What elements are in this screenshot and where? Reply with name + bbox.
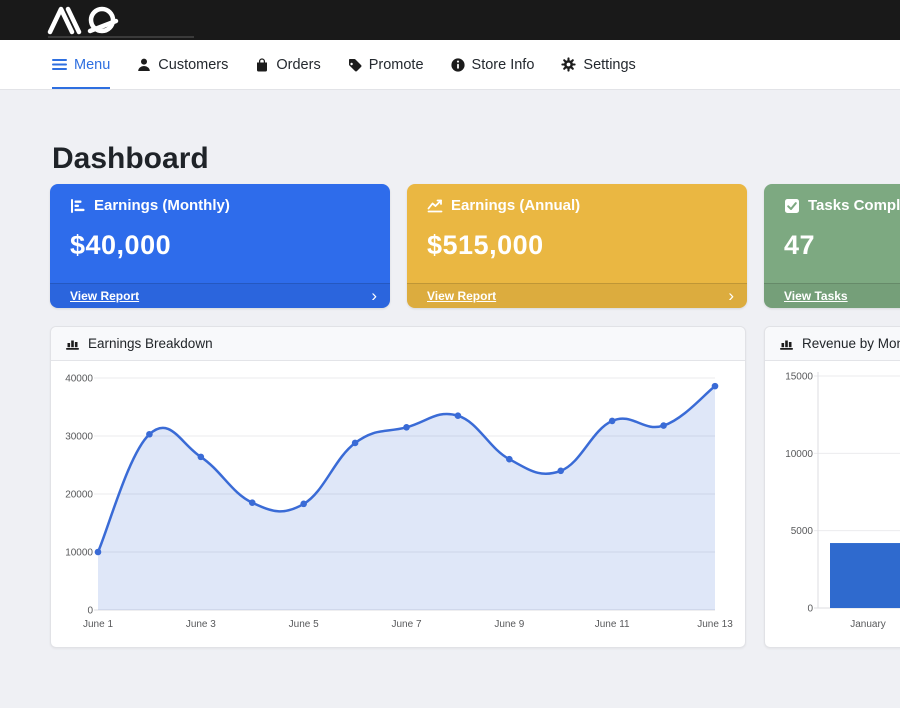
svg-text:June 3: June 3: [186, 619, 216, 630]
card-title: Earnings (Annual): [427, 197, 580, 214]
nav-item-menu[interactable]: Menu: [52, 40, 111, 89]
top-app-bar: [0, 0, 900, 40]
bar-chart: 0 5000 10000 15000 January: [765, 361, 900, 647]
nav-item-label: Orders: [276, 56, 321, 73]
panel-title: Earnings Breakdown: [88, 336, 213, 351]
line-chart: 0 10000 20000 30000 40000 June 1 June 3 June 5 J…: [51, 361, 745, 647]
card-earnings-annual: Earnings (Annual) $515,000 View Report ›: [407, 184, 747, 308]
svg-text:June 9: June 9: [494, 619, 524, 630]
svg-text:June 7: June 7: [391, 619, 421, 630]
bag-icon: [257, 57, 268, 71]
nav-item-promote[interactable]: Promote: [348, 40, 424, 89]
logo-divider: [48, 36, 194, 38]
bar-chart-line-icon: [66, 340, 79, 350]
hamburger-icon: [52, 59, 67, 70]
svg-text:June 11: June 11: [595, 619, 630, 630]
line-chart-icon: [427, 199, 443, 212]
card-title-text: Earnings (Monthly): [94, 197, 230, 214]
svg-text:0: 0: [807, 604, 813, 615]
mq-logo-icon: [47, 6, 119, 35]
nav-item-label: Store Info: [471, 56, 535, 73]
view-tasks-link[interactable]: View Tasks ›: [764, 283, 900, 308]
person-icon: [138, 58, 151, 71]
view-report-link[interactable]: View Report ›: [407, 283, 747, 308]
card-link-label[interactable]: View Report: [427, 289, 497, 303]
nav-item-label: Menu: [74, 56, 111, 73]
svg-text:30000: 30000: [65, 432, 93, 443]
card-link-label[interactable]: View Report: [70, 289, 140, 303]
card-tasks-completed: Tasks Completed 47 View Tasks ›: [764, 184, 900, 308]
panel-header: Revenue by Month: [765, 327, 900, 361]
svg-text:June 5: June 5: [289, 619, 319, 630]
page-title: Dashboard: [52, 142, 209, 175]
svg-text:0: 0: [87, 606, 93, 617]
nav-item-orders[interactable]: Orders: [255, 40, 321, 89]
panel-header: Earnings Breakdown: [51, 327, 745, 361]
card-value: $515,000: [427, 230, 544, 260]
card-title: Tasks Completed: [784, 197, 900, 214]
card-link-label[interactable]: View Tasks: [784, 289, 848, 303]
card-title: Earnings (Monthly): [70, 197, 230, 214]
tag-icon: [348, 58, 362, 71]
bar-chart-icon: [71, 198, 85, 213]
earnings-breakdown-panel: Earnings Breakdown 0 10000 20000 30000 40000…: [50, 326, 746, 648]
revenue-by-month-panel: Revenue by Month 0 5000 10000 15000 January: [764, 326, 900, 648]
bar-chart-line-icon: [780, 340, 793, 350]
nav-item-store-info[interactable]: Store Info: [450, 40, 535, 89]
svg-text:5000: 5000: [791, 526, 814, 537]
info-icon: [450, 57, 465, 72]
card-value: 47: [784, 230, 816, 260]
panel-title: Revenue by Month: [802, 336, 900, 351]
svg-text:15000: 15000: [785, 372, 813, 383]
nav-item-label: Customers: [158, 56, 229, 73]
nav-item-customers[interactable]: Customers: [137, 40, 228, 89]
card-value: $40,000: [70, 230, 172, 260]
card-earnings-monthly: Earnings (Monthly) $40,000 View Report ›: [50, 184, 390, 308]
card-title-text: Tasks Completed: [808, 197, 900, 214]
svg-text:10000: 10000: [65, 548, 93, 559]
svg-text:January: January: [850, 619, 886, 630]
view-report-link[interactable]: View Report ›: [50, 283, 390, 308]
svg-text:10000: 10000: [785, 449, 813, 460]
summary-cards-row: Earnings (Monthly) $40,000 View Report ›…: [50, 184, 900, 308]
svg-text:June 1: June 1: [83, 619, 113, 630]
chevron-right-icon[interactable]: ›: [371, 285, 377, 305]
nav-item-label: Promote: [368, 56, 424, 73]
main-nav: Menu Customers Orders Promote Store Info: [0, 40, 900, 90]
svg-text:40000: 40000: [65, 374, 93, 385]
check-square-icon: [785, 198, 799, 213]
card-title-text: Earnings (Annual): [451, 197, 581, 214]
svg-text:June 13: June 13: [697, 619, 733, 630]
nav-item-label: Settings: [583, 56, 636, 73]
nav-item-settings[interactable]: Settings: [561, 40, 636, 89]
svg-text:20000: 20000: [65, 490, 93, 501]
gear-icon: [561, 57, 577, 72]
chevron-right-icon[interactable]: ›: [728, 285, 734, 305]
